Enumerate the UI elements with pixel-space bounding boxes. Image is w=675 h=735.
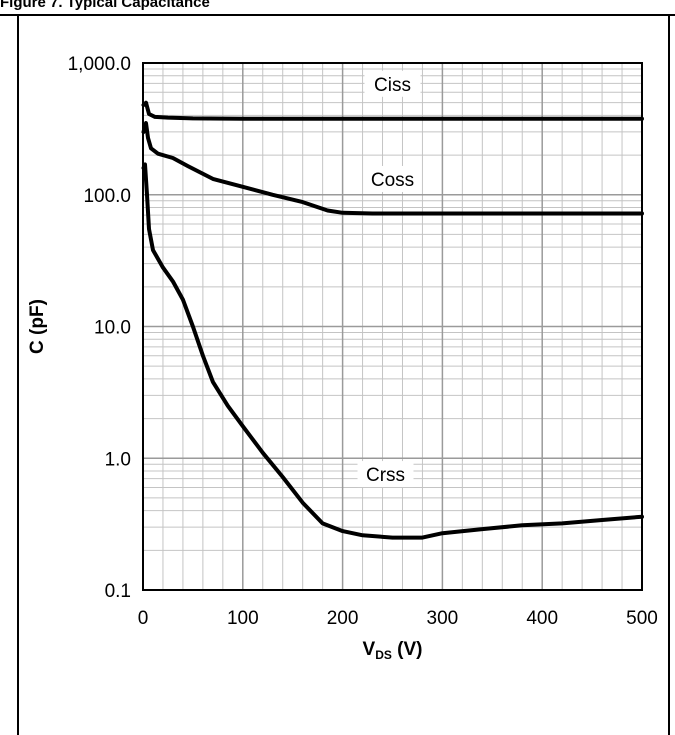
- y-axis-title: C (pF): [27, 299, 48, 354]
- series-label-coss: Coss: [371, 170, 414, 191]
- series-label-background: [364, 70, 421, 97]
- series-label-background: [357, 461, 414, 488]
- x-axis-title-main: V: [363, 639, 376, 660]
- x-tick-label: 100: [227, 608, 259, 629]
- x-tick-label: 200: [327, 608, 359, 629]
- plot-area-border: [142, 62, 643, 591]
- y-axis-tick-labels: 0.1 1.0 10.0 100.0 1,000.0: [68, 54, 131, 602]
- series-label-ciss: Ciss: [374, 75, 411, 96]
- frame-right-border: [668, 14, 670, 735]
- series-lines: [141, 100, 644, 540]
- series-label-crss: Crss: [366, 465, 405, 486]
- figure-caption: Figure 7. Typical Capacitance: [0, 0, 210, 11]
- x-axis-title: VDS (V): [363, 639, 423, 662]
- series-line-crss: [141, 162, 644, 540]
- x-tick-label: 400: [526, 608, 558, 629]
- y-tick-label: 10.0: [94, 318, 131, 339]
- y-tick-label: 1,000.0: [68, 54, 131, 75]
- series-labels: Ciss Coss Crss: [357, 70, 421, 488]
- x-tick-label: 0: [138, 608, 149, 629]
- x-tick-label: 300: [427, 608, 459, 629]
- x-axis-tick-labels: 0 100 200 300 400 500: [138, 608, 658, 629]
- x-axis-title-unit: (V): [392, 639, 423, 660]
- frame-left-border: [17, 14, 19, 735]
- y-tick-label: 100.0: [83, 186, 131, 207]
- x-tick-label: 500: [626, 608, 658, 629]
- x-axis-title-subscript: DS: [375, 648, 392, 662]
- series-label-background: [364, 165, 421, 192]
- y-tick-label: 0.1: [105, 581, 131, 602]
- series-line-ciss: [141, 100, 644, 121]
- y-tick-label: 1.0: [105, 449, 131, 470]
- series-line-coss: [141, 121, 644, 216]
- frame-top-border: [0, 14, 675, 16]
